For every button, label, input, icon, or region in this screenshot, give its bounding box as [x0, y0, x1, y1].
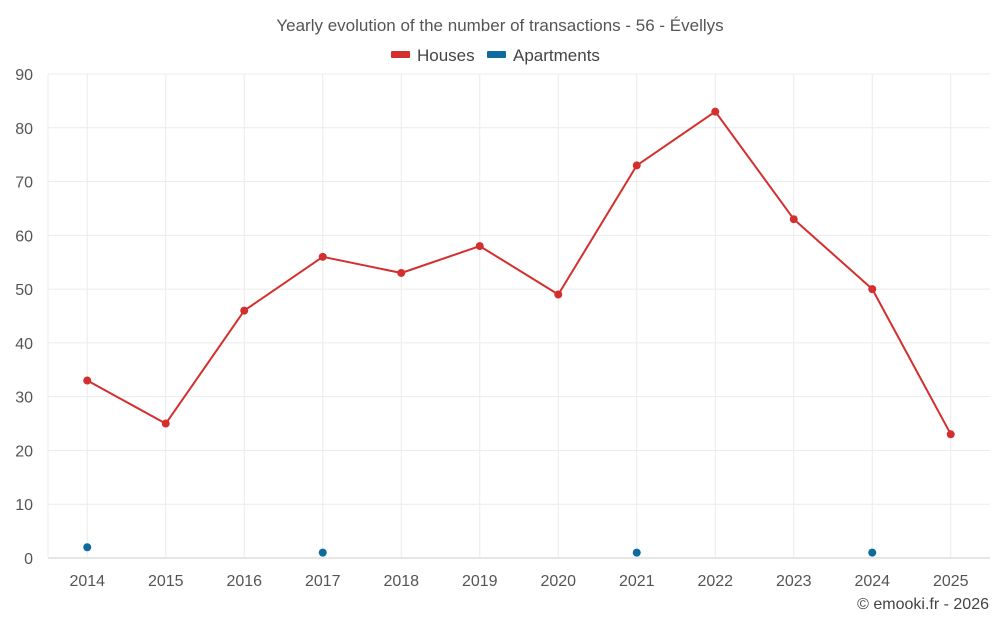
- data-point-houses-2021: [632, 161, 641, 170]
- data-point-houses-2020: [554, 290, 563, 299]
- x-tick-label-2024: 2024: [854, 573, 890, 590]
- x-tick-label-2019: 2019: [462, 573, 498, 590]
- data-point-houses-2023: [789, 215, 798, 224]
- data-point-apartments-2024: [868, 548, 877, 557]
- x-tick-label-2023: 2023: [776, 573, 812, 590]
- y-tick-label-10: 10: [15, 497, 33, 514]
- y-tick-label-40: 40: [15, 336, 33, 353]
- data-point-houses-2019: [475, 242, 484, 251]
- data-point-apartments-2014: [83, 543, 92, 552]
- legend: Houses Apartments: [391, 46, 600, 65]
- data-point-houses-2015: [161, 419, 170, 428]
- data-point-houses-2017: [318, 252, 327, 261]
- legend-label-houses: Houses: [417, 46, 475, 65]
- x-tick-label-2014: 2014: [69, 573, 105, 590]
- legend-swatch-houses: [391, 51, 410, 58]
- x-tick-label-2017: 2017: [305, 573, 341, 590]
- x-tick-label-2016: 2016: [226, 573, 262, 590]
- grid: [47, 73, 990, 559]
- legend-label-apartments: Apartments: [513, 46, 600, 65]
- data-point-houses-2018: [397, 268, 406, 277]
- y-axis: 0 10 20 30 40 50 60 70 80 90: [15, 67, 33, 568]
- y-tick-label-80: 80: [15, 121, 33, 138]
- x-tick-label-2015: 2015: [148, 573, 184, 590]
- x-tick-label-2021: 2021: [619, 573, 655, 590]
- legend-item-apartments[interactable]: Apartments: [487, 46, 600, 65]
- series-line-houses: [86, 110, 952, 435]
- data-point-houses-2024: [868, 285, 877, 294]
- data-point-houses-2014: [83, 376, 92, 385]
- data-point-apartments-2017: [318, 548, 327, 557]
- data-point-apartments-2021: [632, 548, 641, 557]
- legend-swatch-apartments: [487, 51, 506, 58]
- data-point-houses-2022: [711, 107, 720, 116]
- data-point-houses-2016: [240, 306, 249, 315]
- x-tick-label-2022: 2022: [697, 573, 733, 590]
- y-tick-label-20: 20: [15, 443, 33, 460]
- x-axis: 2014 2015 2016 2017 2018 2019 2020 2021 2022 2023…: [69, 573, 968, 590]
- x-tick-label-2020: 2020: [540, 573, 576, 590]
- y-tick-label-50: 50: [15, 282, 33, 299]
- y-tick-label-60: 60: [15, 228, 33, 245]
- x-tick-label-2018: 2018: [383, 573, 419, 590]
- data-point-houses-2025: [946, 430, 955, 439]
- y-tick-label-70: 70: [15, 175, 33, 192]
- series-layer: [83, 107, 955, 557]
- y-tick-label-0: 0: [24, 551, 33, 568]
- y-tick-label-30: 30: [15, 390, 33, 407]
- chart-title: Yearly evolution of the number of transa…: [276, 16, 723, 35]
- y-tick-label-90: 90: [15, 67, 33, 84]
- credit-text: © emooki.fr - 2026: [857, 596, 989, 613]
- legend-item-houses[interactable]: Houses: [391, 46, 475, 65]
- x-tick-label-2025: 2025: [933, 573, 969, 590]
